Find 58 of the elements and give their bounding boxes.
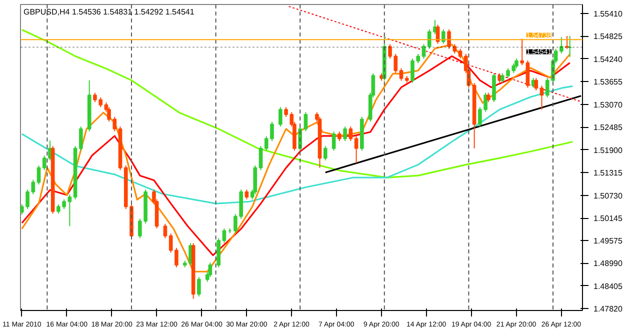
candlestick (163, 223, 168, 239)
y-tick-label: 1.48405 (594, 282, 623, 291)
candlestick (36, 164, 41, 186)
y-tick-label: 1.55410 (594, 9, 623, 18)
candlestick (68, 194, 72, 227)
candlestick (560, 36, 564, 54)
candlestick (284, 106, 288, 118)
candlestick (338, 131, 342, 142)
y-tick-label: 1.47820 (594, 304, 623, 314)
candlestick (168, 233, 173, 254)
candlestick (422, 44, 426, 60)
candlestick (197, 276, 201, 298)
candlestick (520, 38, 524, 66)
y-tick-label: 1.51315 (594, 168, 623, 178)
candlestick (514, 58, 518, 69)
candlestick (332, 131, 336, 152)
candlestick (486, 92, 490, 103)
candlestick (399, 68, 404, 82)
candlestick (442, 28, 446, 44)
y-tick-label: 1.50145 (594, 214, 623, 224)
y-tick-label: 1.52485 (594, 123, 623, 132)
y-tick-label: 1.51900 (594, 146, 623, 155)
line-series (21, 28, 574, 178)
candlestick (343, 126, 347, 142)
candlestick (478, 106, 482, 128)
y-tick-label: 1.49575 (594, 236, 623, 246)
candlestick (526, 60, 530, 88)
y-tick-label: 1.54240 (594, 54, 623, 64)
candlestick (244, 189, 249, 200)
y-tick-label: 1.54825 (594, 32, 623, 42)
candlestick (484, 92, 488, 112)
candlestick (258, 146, 263, 171)
y-tick-label: 1.53070 (594, 100, 623, 110)
candlestick (174, 247, 178, 268)
candlestick (234, 214, 238, 234)
candlestick (458, 48, 462, 60)
candlestick (565, 35, 569, 50)
chart-title: GBPUSD,H4 1.54536 1.54831 1.54292 1.54541 (24, 8, 195, 16)
candlestick (447, 28, 451, 50)
candlestick (452, 44, 457, 54)
candlestick (278, 106, 282, 128)
line-series (21, 85, 574, 204)
y-tick-label: 1.53655 (594, 78, 623, 87)
y-tick-label: 1.48990 (594, 259, 623, 268)
candlestick (348, 126, 353, 142)
candlestick (42, 155, 46, 171)
candlestick (79, 126, 83, 152)
candlestick (540, 85, 544, 110)
candlestick (534, 77, 538, 91)
candlestick (208, 262, 212, 278)
candlestick (568, 35, 572, 58)
candlestick (323, 146, 328, 161)
candlestick (304, 112, 308, 132)
candlestick (545, 77, 550, 98)
candlestick (354, 136, 358, 164)
candlestick (138, 218, 142, 239)
candlestick (222, 228, 226, 244)
y-tick-label: 1.50730 (594, 191, 623, 200)
